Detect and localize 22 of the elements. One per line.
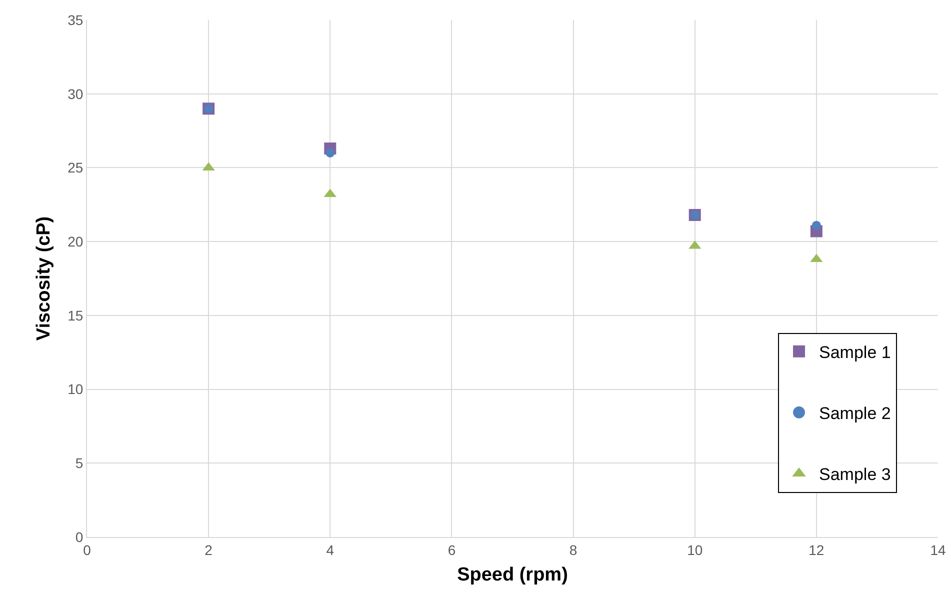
y-tick-label: 5 xyxy=(75,455,84,472)
legend-label: Sample 3 xyxy=(819,465,891,484)
y-tick-label: 20 xyxy=(68,233,84,250)
legend-label: Sample 1 xyxy=(819,342,891,362)
y-tick-label: 10 xyxy=(68,381,84,398)
x-tick-label: 12 xyxy=(808,542,824,558)
y-tick-label: 35 xyxy=(68,12,84,28)
x-tick-label: 8 xyxy=(569,542,578,558)
y-tick-label: 15 xyxy=(68,307,84,324)
point xyxy=(326,148,335,158)
y-tick-label: 25 xyxy=(68,160,84,176)
y-tick-label: 0 xyxy=(75,528,84,545)
x-tick-label: 6 xyxy=(448,542,456,558)
legend-label: Sample 2 xyxy=(819,404,891,424)
y-tick-label: 30 xyxy=(68,86,84,102)
point xyxy=(812,220,821,230)
x-tick-label: 4 xyxy=(326,542,334,558)
y-axis-title: Viscosity (cP) xyxy=(33,216,54,341)
x-tick-label: 2 xyxy=(204,542,213,558)
x-axis-title: Speed (rpm) xyxy=(457,564,568,586)
x-tick-label: 10 xyxy=(687,542,703,558)
x-tick-label: 14 xyxy=(930,542,946,558)
